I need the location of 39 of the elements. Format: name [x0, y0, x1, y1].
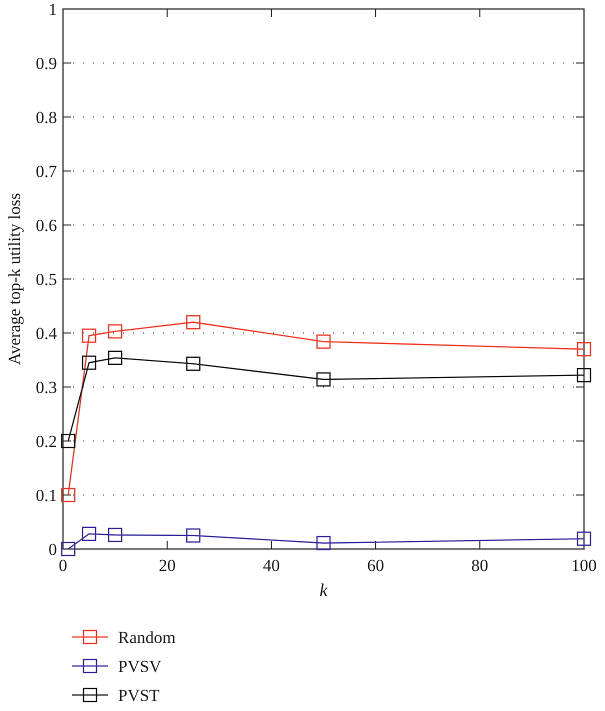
x-tick-label: 80: [471, 556, 488, 575]
y-tick-label: 0.1: [36, 486, 57, 505]
point: [186, 528, 200, 543]
x-tick-label: 40: [262, 556, 280, 575]
x-tick-label: 20: [158, 556, 176, 575]
y-tick-label: 0.3: [36, 378, 57, 397]
x-tick-label: 60: [367, 556, 384, 575]
y-tick-label: 0.5: [36, 270, 57, 289]
y-tick-label: 0.9: [36, 54, 57, 73]
legend-label: Random: [118, 628, 176, 647]
y-tick-label: 0.7: [36, 162, 58, 181]
point: [576, 368, 592, 382]
y-tick-label: 0.6: [36, 216, 57, 235]
point: [61, 434, 76, 448]
y-axis-title: Average top-k utility loss: [5, 192, 24, 366]
point: [576, 532, 592, 546]
point: [61, 542, 76, 556]
x-tick-label: 100: [571, 556, 597, 575]
point: [108, 528, 122, 542]
point: [316, 372, 331, 387]
point: [186, 356, 200, 371]
point: [108, 324, 122, 339]
point: [316, 334, 331, 349]
point: [108, 350, 122, 365]
point: [82, 356, 96, 370]
point: [316, 536, 331, 550]
y-tick-label: 0.8: [36, 108, 57, 127]
point: [576, 342, 592, 356]
legend-label: PVSV: [118, 656, 162, 676]
y-tick-label: 0.4: [36, 324, 58, 343]
point: [186, 315, 200, 330]
x-axis-title: k: [320, 580, 328, 600]
legend-label: PVST: [118, 686, 160, 705]
point: [61, 488, 76, 502]
point: [82, 328, 96, 343]
y-tick-label: 1: [48, 0, 57, 19]
y-tick-label: 0.2: [36, 432, 57, 451]
y-tick-label: 0: [48, 540, 57, 559]
point: [82, 526, 96, 542]
